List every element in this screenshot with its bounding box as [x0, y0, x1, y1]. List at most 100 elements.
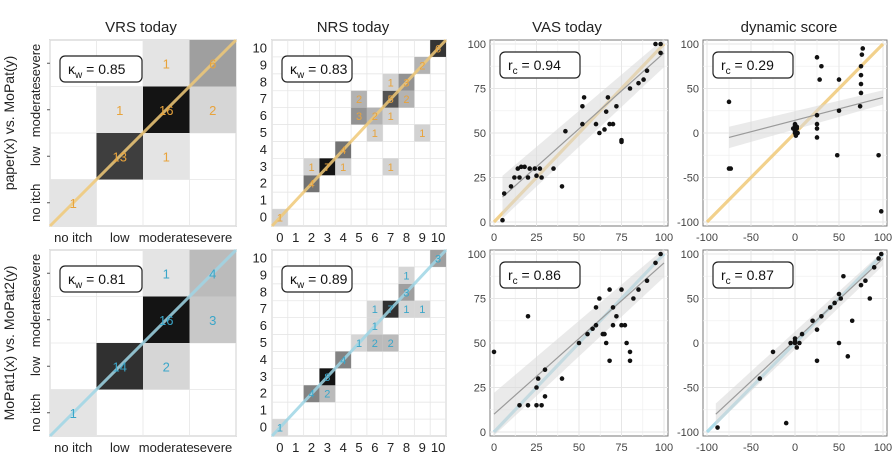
data-point — [532, 166, 538, 171]
x-tick-label: 2 — [308, 230, 315, 245]
data-point — [619, 137, 624, 143]
y-tick-label: 75 — [474, 294, 486, 306]
y-tick-label: -50 — [683, 173, 699, 185]
data-point — [641, 77, 646, 82]
data-point — [644, 68, 650, 73]
x-tick-label: 50 — [573, 442, 585, 454]
identity-line — [270, 38, 448, 228]
y-tick-label: 2 — [260, 386, 267, 401]
x-tick-label: 7 — [387, 230, 394, 245]
y-tick-label: 100 — [468, 39, 486, 51]
y-tick-label: 50 — [474, 338, 486, 350]
data-point — [534, 385, 539, 390]
data-point — [819, 314, 824, 319]
heatmap-cell — [319, 385, 336, 403]
cell-count: 2 — [209, 103, 216, 118]
data-point — [508, 184, 514, 189]
y-tick-label: 50 — [474, 128, 486, 140]
identity-line — [48, 248, 238, 438]
cell-count: 3 — [435, 253, 441, 265]
data-point — [602, 331, 607, 337]
cell-count: 8 — [324, 372, 330, 384]
y-tick-label: -100 — [677, 427, 699, 439]
x-tick-label: 7 — [387, 440, 394, 455]
data-point — [728, 166, 734, 171]
data-point — [602, 127, 607, 132]
data-point — [827, 305, 833, 310]
data-point — [797, 340, 802, 346]
data-point — [525, 175, 531, 180]
x-tick-label: -100 — [696, 442, 718, 454]
y-tick-label: 3 — [260, 159, 267, 174]
data-point — [814, 327, 820, 332]
stat-label: κw = 0.89 — [290, 271, 348, 291]
data-point — [542, 394, 548, 399]
data-point — [614, 104, 619, 109]
cell-count: 1 — [372, 128, 378, 140]
data-point — [522, 164, 527, 170]
data-point — [838, 296, 844, 301]
y-tick-label: 100 — [681, 249, 699, 261]
data-point — [653, 260, 658, 266]
cell-count: 1 — [403, 270, 409, 282]
data-point — [491, 349, 497, 355]
panel-dyn-row2: -100 -50 0 50 100 -100 -50 0 50 100 rc = 0.87 — [677, 249, 892, 454]
x-tick-label: low — [110, 440, 130, 455]
y-tick-label: 50 — [687, 84, 699, 96]
cell-count: 2 — [163, 359, 170, 374]
y-tick-label: 4 — [260, 142, 267, 157]
cell-count: 3 — [403, 77, 409, 89]
cell-count: 4 — [308, 389, 314, 401]
data-point — [607, 121, 612, 127]
stat-box — [59, 55, 143, 83]
cell-count: 1 — [372, 321, 378, 333]
stat-label: κw = 0.81 — [68, 271, 126, 291]
y-tick-label: -50 — [683, 383, 699, 395]
data-point — [517, 175, 522, 180]
y-tick-label: 5 — [260, 125, 267, 140]
x-tick-label: low — [110, 230, 130, 245]
data-point — [518, 164, 524, 170]
cell-count: 1 — [308, 162, 314, 174]
y-tick-label: 8 — [260, 284, 267, 299]
y-tick-label: 25 — [474, 383, 486, 395]
data-point — [607, 358, 612, 364]
stat-box — [712, 261, 794, 289]
stat-box — [712, 51, 794, 79]
data-point — [858, 282, 864, 288]
heatmap-cell — [143, 250, 190, 297]
y-tick-label: severe — [28, 44, 43, 83]
heatmap-cell — [382, 334, 399, 352]
cell-count: 16 — [159, 103, 173, 118]
data-point — [597, 296, 602, 301]
cell-count: 2 — [388, 338, 394, 350]
data-point — [814, 112, 820, 118]
x-tick-label: 9 — [419, 230, 426, 245]
x-tick-label: severe — [193, 230, 232, 245]
x-tick-label: 0 — [792, 232, 798, 244]
y-tick-label: 0 — [260, 210, 267, 225]
y-tick-label: low — [28, 146, 43, 166]
x-tick-label: -50 — [743, 442, 759, 454]
y-tick-label: 10 — [253, 250, 267, 265]
x-tick-label: 8 — [403, 230, 410, 245]
data-point — [619, 322, 624, 328]
stat-box — [281, 265, 353, 293]
cell-count: 7 — [324, 162, 330, 174]
data-point — [814, 126, 820, 131]
cell-count: 1 — [163, 56, 170, 71]
y-tick-label: 0 — [693, 128, 699, 140]
data-point — [757, 376, 763, 381]
cell-count: 7 — [388, 304, 394, 316]
x-tick-label: 100 — [874, 232, 892, 244]
data-point — [597, 130, 602, 136]
data-point — [836, 340, 842, 346]
y-tick-label: moderate — [28, 292, 43, 347]
data-point — [512, 175, 517, 180]
x-tick-label: 3 — [324, 230, 331, 245]
data-point — [715, 425, 720, 430]
y-tick-label: 7 — [260, 301, 267, 316]
data-point — [814, 121, 820, 127]
column-title-vrs: VRS today — [105, 19, 177, 36]
